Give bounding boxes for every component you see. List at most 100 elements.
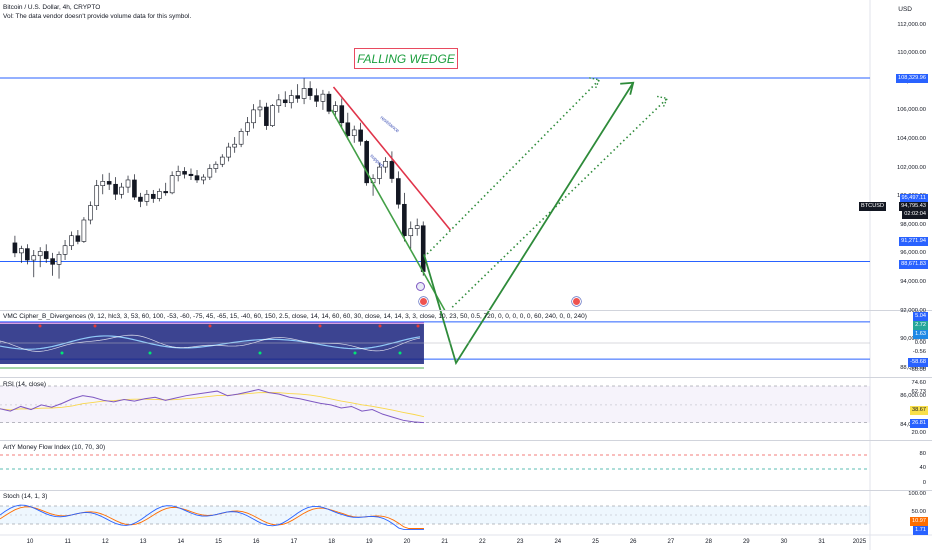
candle-body bbox=[414, 225, 420, 229]
price-tick-label: 86,000.00 bbox=[900, 393, 926, 400]
rsi-ma-tag: 38.67 bbox=[910, 406, 928, 415]
candle-body bbox=[69, 235, 74, 247]
cipher-signal-dot bbox=[60, 351, 64, 355]
symbol-legend[interactable]: Bitcoin / U.S. Dollar, 4h, CRYPTO bbox=[3, 4, 101, 11]
stoch-indicator-title[interactable]: Stoch (14, 1, 3) bbox=[3, 493, 48, 500]
candle-body bbox=[383, 161, 388, 168]
candle-body bbox=[150, 193, 156, 199]
candle-body bbox=[56, 254, 62, 265]
time-tick-label: 24 bbox=[554, 539, 562, 545]
rsi-ma-line bbox=[0, 392, 425, 418]
candle-body bbox=[94, 185, 100, 206]
price-tick-label: 102,000.00 bbox=[896, 164, 926, 171]
candle-body bbox=[125, 179, 131, 188]
us-flag-event-icon[interactable] bbox=[572, 297, 581, 306]
cipher-indicator-title[interactable]: VMC Cipher_B_Divergences (9, 12, hlc3, 3… bbox=[3, 313, 587, 320]
candle-body bbox=[188, 173, 194, 176]
candle-body bbox=[43, 251, 49, 259]
candle-body bbox=[169, 175, 175, 194]
mfi-axis-40: 40 bbox=[919, 465, 926, 471]
mfi-axis-0: 0 bbox=[922, 480, 926, 486]
cipher-value-tag-1: 5.04 bbox=[913, 312, 928, 321]
candle-body bbox=[307, 88, 313, 96]
candle-body bbox=[251, 109, 256, 124]
candle-body bbox=[351, 129, 357, 136]
candle-body bbox=[238, 131, 244, 145]
candle-body bbox=[314, 95, 319, 102]
time-tick-label: 30 bbox=[780, 539, 788, 545]
time-tick-label: 27 bbox=[667, 539, 675, 545]
cipher-value-tag-4: -58.68 bbox=[908, 358, 928, 367]
candle-body bbox=[389, 161, 395, 179]
time-tick-label: 20 bbox=[403, 539, 411, 545]
candle-body bbox=[396, 178, 401, 205]
candle-body bbox=[100, 181, 106, 186]
cipher-signal-dot bbox=[378, 324, 382, 328]
volume-notice: Vol: The data vendor doesn't provide vol… bbox=[3, 13, 192, 20]
price-tick-label: 104,000.00 bbox=[896, 135, 926, 142]
price-tick-label: 92,000.00 bbox=[900, 307, 926, 314]
mfi-axis-80: 80 bbox=[919, 451, 926, 457]
time-tick-label: 22 bbox=[479, 539, 486, 545]
candle-body bbox=[345, 122, 351, 136]
pane-separator-mfi[interactable] bbox=[0, 440, 932, 441]
time-tick-label: 26 bbox=[629, 539, 637, 545]
candle-body bbox=[264, 106, 269, 126]
event-marker-icon[interactable] bbox=[416, 282, 425, 291]
projection-arrowhead bbox=[620, 81, 635, 95]
cipher-axis-neg: -0.56 bbox=[912, 349, 926, 355]
candle-body bbox=[50, 258, 55, 265]
resistance-label: resistance bbox=[379, 115, 400, 134]
cipher-signal-dot bbox=[148, 351, 152, 355]
candle-body bbox=[119, 186, 124, 195]
candle-body bbox=[402, 203, 407, 237]
candle-body bbox=[358, 129, 363, 142]
pane-separator-cipher[interactable] bbox=[0, 310, 932, 311]
stoch-axis-50: 50.00 bbox=[911, 509, 926, 515]
time-tick-label: 10 bbox=[26, 539, 34, 545]
candle-body bbox=[31, 255, 37, 261]
rsi-value-tag: 26.81 bbox=[910, 419, 928, 428]
candle-body bbox=[132, 179, 137, 198]
candle-body bbox=[19, 248, 24, 254]
currency-label[interactable]: USD bbox=[898, 6, 912, 13]
mfi-indicator-title[interactable]: ArtY Money Flow Index (10, 70, 30) bbox=[3, 444, 106, 451]
pane-separator-rsi[interactable] bbox=[0, 377, 932, 378]
support-1-price-tag: 91,271.94 bbox=[899, 237, 928, 246]
time-tick-label: 15 bbox=[215, 539, 222, 545]
projection-dotted-line bbox=[423, 79, 600, 258]
time-tick-label: 17 bbox=[290, 539, 298, 545]
candle-body bbox=[81, 219, 87, 242]
rsi-indicator-title[interactable]: RSI (14, close) bbox=[3, 381, 46, 388]
rsi-band bbox=[0, 386, 870, 423]
support-2-price-tag: 88,671.83 bbox=[899, 260, 928, 269]
rsi-axis-min: 20.00 bbox=[911, 430, 926, 436]
rsi-axis-upper: 74.60 bbox=[911, 380, 926, 386]
candle-body bbox=[157, 191, 162, 199]
candle-body bbox=[194, 175, 200, 181]
upper-level-price-tag: 95,497.11 bbox=[899, 194, 928, 203]
projection-dotted-line bbox=[451, 97, 668, 308]
falling-wedge-label[interactable]: FALLING WEDGE bbox=[354, 48, 458, 69]
candle-body bbox=[37, 251, 43, 257]
price-tick-label: 94,000.00 bbox=[900, 278, 926, 285]
cipher-signal-dot bbox=[398, 351, 402, 355]
candle-body bbox=[219, 156, 225, 165]
resistance-price-tag: 108,329.96 bbox=[896, 74, 928, 83]
wedge-support-line bbox=[330, 109, 446, 311]
candle-body bbox=[270, 105, 275, 126]
wedge-resistance-line bbox=[332, 86, 451, 231]
time-tick-label: 28 bbox=[705, 539, 712, 545]
us-flag-event-icon[interactable] bbox=[419, 297, 428, 306]
stoch-d-tag: 10.97 bbox=[910, 517, 928, 526]
cipher-vwap-line bbox=[0, 334, 421, 352]
candle-body bbox=[182, 171, 187, 175]
candle-body bbox=[288, 95, 294, 104]
cipher-signal-dot bbox=[416, 324, 420, 328]
candle-body bbox=[62, 245, 68, 255]
candle-body bbox=[213, 163, 219, 169]
candle-body bbox=[232, 143, 238, 148]
price-tick-label: 98,000.00 bbox=[900, 221, 926, 228]
pane-separator-stoch[interactable] bbox=[0, 490, 932, 491]
